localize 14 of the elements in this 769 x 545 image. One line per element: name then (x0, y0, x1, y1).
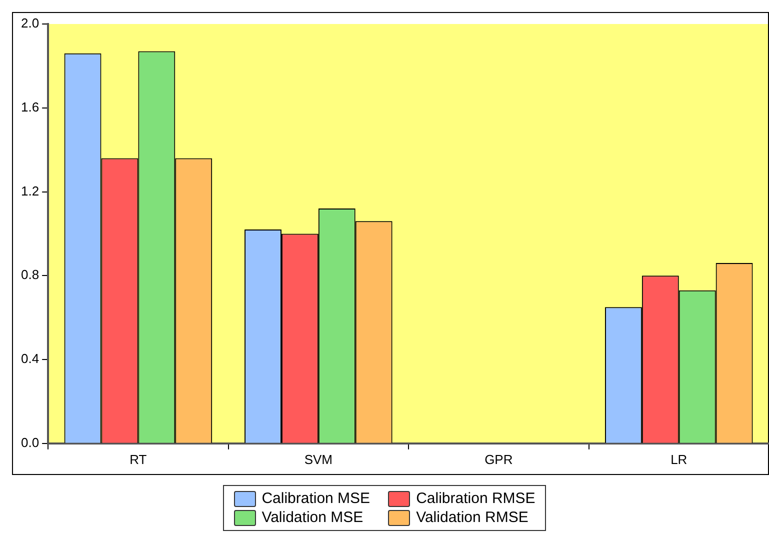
y-tick-label: 0.0 (20, 434, 40, 450)
x-tick-label: RT (130, 452, 147, 467)
y-tick-label: 1.6 (20, 99, 40, 114)
y-tick-label: 2.0 (20, 16, 40, 31)
x-tick-label: GPR (484, 452, 513, 467)
x-tick-label: SVM (304, 452, 333, 467)
y-tick-label: 0.4 (20, 351, 40, 366)
legend-label: Validation MSE (262, 509, 364, 526)
legend-label: Validation RMSE (416, 509, 528, 526)
legend-label: Calibration MSE (262, 490, 370, 507)
legend-label: Calibration RMSE (416, 490, 536, 507)
y-tick-label: 1.2 (20, 183, 40, 198)
y-tick-label: 0.8 (20, 267, 40, 282)
x-tick-label: LR (670, 452, 688, 467)
